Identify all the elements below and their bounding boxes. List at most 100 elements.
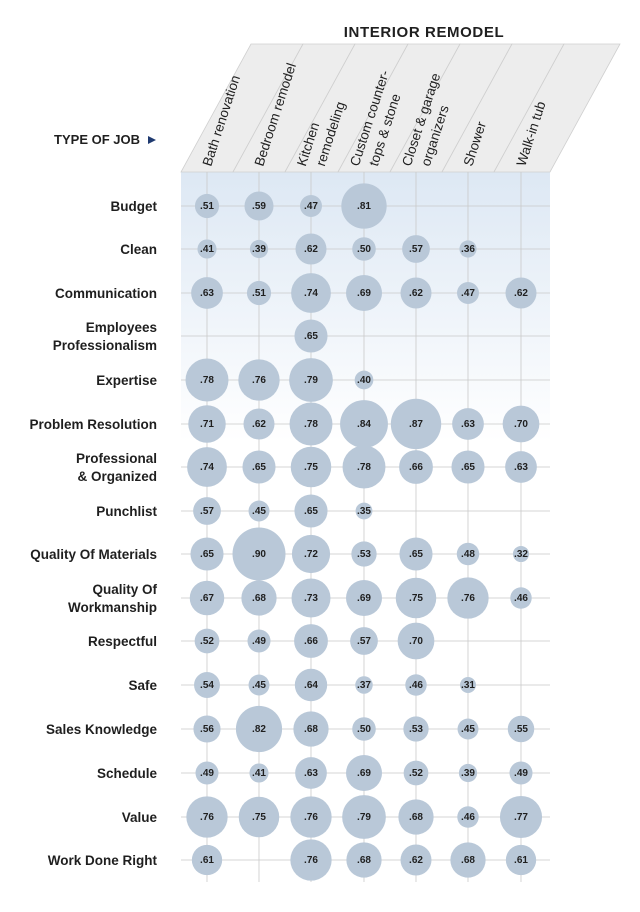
bubble-value-label: .46 xyxy=(461,812,475,823)
bubble-value-label: .49 xyxy=(200,768,214,779)
bubble xyxy=(190,537,224,571)
bubble-value-label: .61 xyxy=(514,855,528,866)
bubble-value-label: .65 xyxy=(304,506,318,517)
column-header-band xyxy=(493,43,621,173)
bubble-value-label: .57 xyxy=(409,244,423,255)
bubble xyxy=(346,580,382,616)
bubble xyxy=(400,844,432,876)
bubble xyxy=(502,405,540,443)
bubble xyxy=(346,275,382,311)
bubble xyxy=(352,717,376,741)
bubble-value-label: .76 xyxy=(304,855,318,866)
bubble-value-label: .84 xyxy=(357,419,371,430)
row-label: Professionalism xyxy=(53,338,157,353)
bubble xyxy=(346,755,382,791)
bubble xyxy=(243,408,275,440)
row-label: Respectful xyxy=(88,634,157,649)
bubble xyxy=(185,358,229,402)
bubble xyxy=(187,447,227,487)
bubble xyxy=(342,795,386,839)
bubble-value-label: .78 xyxy=(304,419,318,430)
row-label: Work Done Right xyxy=(48,853,158,868)
bubble xyxy=(194,672,220,698)
bubble xyxy=(294,494,328,528)
bubble-value-label: .87 xyxy=(409,419,423,430)
bubble xyxy=(188,405,226,443)
row-label: Professional xyxy=(76,451,157,466)
bubble-value-label: .46 xyxy=(514,593,528,604)
bubble-value-label: .39 xyxy=(252,244,266,255)
bubble-value-label: .70 xyxy=(409,636,423,647)
bubble xyxy=(355,502,373,520)
bubble xyxy=(242,450,276,484)
bubble xyxy=(355,676,373,694)
bubble xyxy=(248,500,270,522)
bubble xyxy=(397,622,435,660)
bubble xyxy=(505,451,537,483)
bubble xyxy=(191,277,223,309)
bubble-value-label: .52 xyxy=(200,636,214,647)
bubble-value-label: .32 xyxy=(514,549,528,560)
bubble-value-label: .79 xyxy=(304,375,318,386)
bubble-value-label: .54 xyxy=(200,680,214,691)
bubble-value-label: .62 xyxy=(304,244,318,255)
bubble-value-label: .63 xyxy=(461,419,475,430)
bubble xyxy=(194,628,220,654)
bubble xyxy=(350,627,378,655)
bubble xyxy=(352,237,376,261)
row-label: Sales Knowledge xyxy=(46,722,158,737)
bubble xyxy=(390,398,442,450)
bubble-value-label: .53 xyxy=(409,724,423,735)
bubble-value-label: .68 xyxy=(409,812,423,823)
bubble xyxy=(507,715,535,743)
bubble-value-label: .69 xyxy=(357,288,371,299)
bubble-value-label: .65 xyxy=(304,331,318,342)
bubble-value-label: .90 xyxy=(252,549,266,560)
bubble xyxy=(460,677,476,693)
bubble-value-label: .65 xyxy=(252,462,266,473)
bubble-value-label: .64 xyxy=(304,680,318,691)
bubble xyxy=(291,578,331,618)
bubble xyxy=(244,191,274,221)
row-label: Employees xyxy=(86,320,157,335)
bubble xyxy=(291,273,331,313)
bubble-value-label: .75 xyxy=(409,593,423,604)
arrow-right-icon xyxy=(148,136,156,144)
bubble-value-label: .49 xyxy=(252,636,266,647)
bubble xyxy=(395,577,437,619)
bubble-value-label: .73 xyxy=(304,593,318,604)
bubble-value-label: .75 xyxy=(304,462,318,473)
bubble-value-label: .68 xyxy=(252,593,266,604)
bubble xyxy=(290,839,332,881)
bubble xyxy=(248,674,270,696)
bubble-value-label: .57 xyxy=(357,636,371,647)
bubble-value-label: .59 xyxy=(252,201,266,212)
bubble-value-label: .45 xyxy=(461,724,475,735)
bubble-value-label: .70 xyxy=(514,419,528,430)
bubble xyxy=(403,760,429,786)
bubble-value-label: .52 xyxy=(409,768,423,779)
bubble-value-label: .71 xyxy=(200,419,214,430)
bubble-value-label: .31 xyxy=(461,680,475,691)
row-label: Safe xyxy=(128,678,157,693)
bubble xyxy=(351,541,377,567)
bubble-value-label: .79 xyxy=(357,812,371,823)
bubble-value-label: .65 xyxy=(409,549,423,560)
bubble-value-label: .56 xyxy=(200,724,214,735)
bubble-value-label: .41 xyxy=(252,768,266,779)
bubble-value-label: .67 xyxy=(200,593,214,604)
bubble xyxy=(398,799,434,835)
bubble xyxy=(457,806,479,828)
bubble xyxy=(342,445,386,489)
bubble xyxy=(232,527,286,581)
bubble-value-label: .63 xyxy=(200,288,214,299)
bubble-value-label: .62 xyxy=(409,288,423,299)
bubble-value-label: .77 xyxy=(514,812,528,823)
bubble-value-label: .49 xyxy=(514,768,528,779)
bubble xyxy=(291,534,331,574)
bubble xyxy=(290,446,332,488)
bubble-value-label: .68 xyxy=(304,724,318,735)
bubble xyxy=(235,705,283,753)
row-label: Value xyxy=(122,810,158,825)
